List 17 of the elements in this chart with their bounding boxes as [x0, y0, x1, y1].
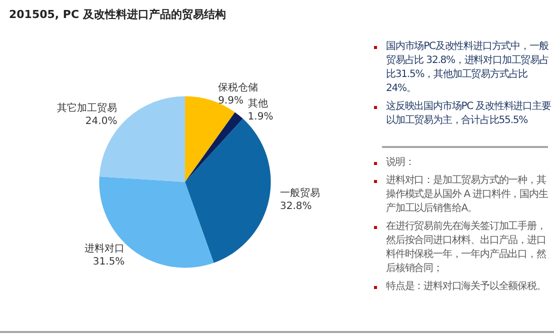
- slice-label: 其它加工贸易: [57, 102, 118, 114]
- slice-label: 一般贸易: [280, 187, 320, 200]
- text: 在进行贸易前先在海关签订加工手册，然后按合同进口材料、出口产品，进口料件时保税一年，一年内产品出口，然后核销合同；: [386, 220, 547, 276]
- slice-label: 保税仓储: [218, 82, 258, 94]
- slice-label: 进料对口: [84, 242, 125, 254]
- text: 特点是：进料对口海关予以全额保税。: [386, 280, 546, 294]
- data-label: 31.5%: [92, 256, 125, 268]
- text: 国内市场PC及改性料进口方式中，一般贸易占比 32.8%，进料对口加工贸易占比31.5%，其他加工贸易方式占比24%。: [386, 40, 550, 96]
- data-label: 9.9%: [218, 96, 244, 107]
- data-label: 32.8%: [280, 201, 312, 212]
- text: 进料对口：是加工贸易方式的一种，其操作模式是从国外 A 进口料件，国内生产加工以后销售给A。: [386, 174, 549, 216]
- slice-label: 其他: [248, 98, 268, 110]
- text: 说明：: [386, 156, 414, 170]
- text: 这反映出国内市场PC 及改性料进口主要以加工贸易为主，合计占比55.5%: [386, 100, 552, 128]
- data-label: 1.9%: [248, 112, 274, 123]
- chart-title: 201505, PC 及改性料进口产品的贸易结构: [9, 8, 226, 21]
- data-label: 24.0%: [85, 116, 118, 128]
